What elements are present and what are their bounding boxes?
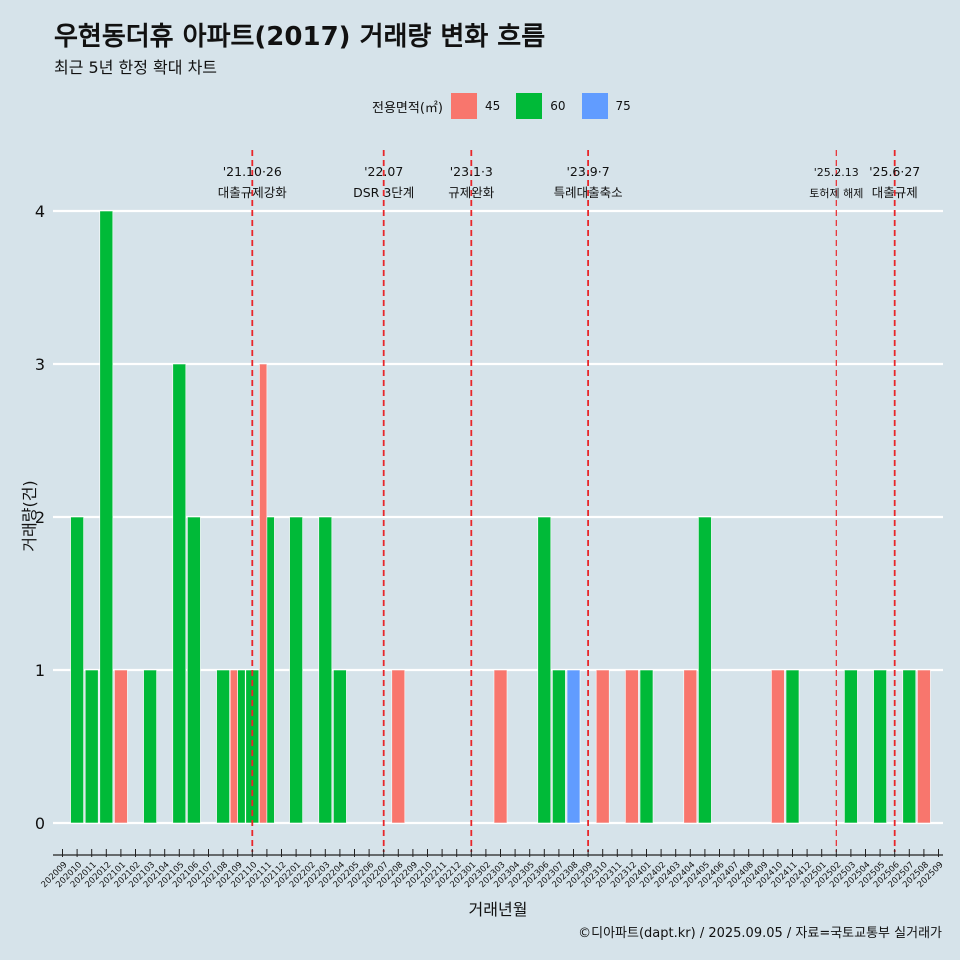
chart-subtitle: 최근 5년 한정 확대 차트 [54,58,218,77]
legend-swatch-45 [450,93,477,119]
y-tick-label: 3 [35,355,45,374]
annotation-label: 대출규제 [872,185,918,200]
bar-202405-60 [698,516,712,824]
bar-202010-60 [70,516,84,824]
y-tick-label: 4 [35,202,45,221]
y-tick-label: 2 [35,508,45,527]
bar-202011-60 [84,669,99,824]
annotation-date: '23.9·7 [566,164,609,179]
legend-label-60: 60 [550,99,566,113]
annotation-label: 규제완화 [448,185,495,200]
bar-202411-60 [785,669,800,824]
bar-202303-45 [493,669,508,824]
bar-202105-60 [172,363,187,824]
bar-202410-45 [771,669,785,824]
annotation-date: '25.6·27 [869,164,920,179]
legend-swatch-60 [516,93,543,119]
bar-202111-45 [259,363,268,824]
bar-202204-60 [333,669,347,824]
bar-202109-60 [237,669,246,824]
bar-202103-60 [143,669,157,824]
bar-202109-45 [229,669,238,824]
legend: 전용면적(㎡) 45 60 75 [372,92,647,120]
y-tick-label: 1 [35,661,45,680]
bar-202308-75 [566,669,581,824]
y-axis-label: 거래량(건) [20,480,39,552]
annotation-label: 토허제 해제 [809,186,863,200]
gridlines: 0 1 2 3 4 [35,202,943,833]
bars [70,210,931,824]
bar-202310-45 [595,669,610,824]
annotation-date: '22.07 [364,164,403,179]
annotation-label: 특례대출축소 [554,185,623,200]
bar-202307-60 [552,669,566,824]
legend-label-45: 45 [484,99,501,113]
bar-202111-60 [266,516,275,824]
bar-202312-45 [625,669,639,824]
bar-202505-60 [873,669,887,824]
x-axis-label: 거래년월 [468,900,528,919]
bar-202503-60 [844,669,858,824]
legend-title: 전용면적(㎡) [372,100,443,116]
bar-202201-60 [289,516,303,824]
source-caption: ©디아파트(dapt.kr) / 2025.09.05 / 자료=국토교통부 실… [578,926,942,941]
y-tick-label: 0 [35,814,45,833]
annotation-label: DSR 3단계 [353,185,414,200]
bar-202012-60 [99,210,114,824]
bar-202507-60 [902,669,917,824]
bar-202404-45 [683,669,698,824]
bar-202106-60 [187,516,201,824]
annotation-label: 대출규제강화 [218,185,288,200]
bar-202208-45 [391,669,406,824]
chart-title: 우현동더휴 아파트(2017) 거래량 변화 흐름 [54,22,546,52]
legend-swatch-75 [581,93,608,119]
axes: 2020092020102020112020122021012021022021… [40,849,946,890]
bar-202508-45 [917,669,931,824]
legend-label-75: 75 [615,99,631,113]
bar-202401-60 [639,669,654,824]
annotation-date: '21.10·26 [223,164,282,179]
bar-202101-45 [114,669,128,824]
bar-202306-60 [537,516,552,824]
bar-202203-60 [318,516,333,824]
annotation-date: '23.1·3 [450,164,493,179]
policy-annotations: '21.10·26 대출규제강화 '22.07 DSR 3단계 '23.1·3 규제완화 '… [218,150,920,852]
bar-202108-60 [216,669,230,824]
annotation-date: '25.2.13 [814,166,859,179]
